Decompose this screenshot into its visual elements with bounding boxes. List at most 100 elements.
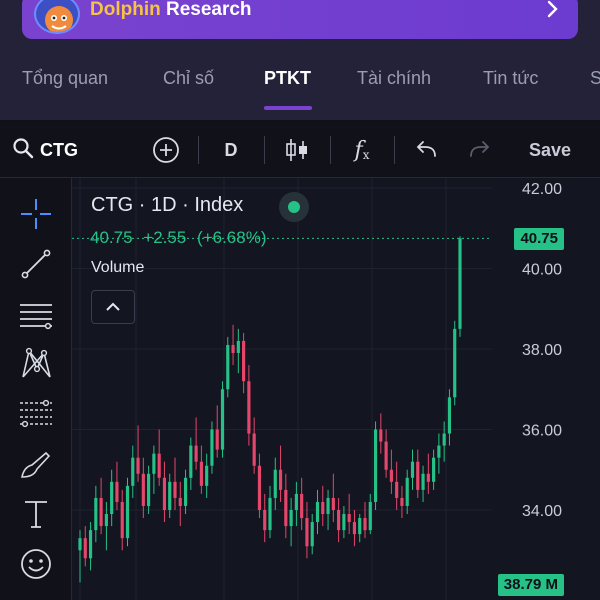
candle-body (363, 518, 367, 531)
legend-last: 40.75 (90, 228, 133, 247)
candle-body (368, 501, 372, 531)
candle-body (257, 465, 262, 510)
candle-body (78, 538, 82, 551)
candlestick-chart[interactable]: 42.00 40.00 38.00 36.00 34.00 (72, 178, 600, 600)
candle-body (352, 522, 357, 535)
horizontal-lines-icon[interactable] (14, 294, 58, 334)
candle-body (157, 453, 161, 478)
candle-body (305, 518, 309, 547)
candle-body (199, 461, 203, 486)
candle-body (284, 489, 288, 527)
candle-body (379, 429, 383, 442)
undo-icon[interactable] (410, 122, 444, 178)
candle-body (242, 340, 246, 382)
volume-label: Volume (91, 259, 145, 276)
toolbar-separator (330, 136, 331, 164)
active-tab-indicator (264, 106, 312, 110)
interval-button[interactable]: D (224, 139, 238, 160)
symbol-search-button[interactable]: CTG (12, 122, 84, 178)
text-icon[interactable] (14, 494, 58, 534)
volume-tag: 38.79 M (497, 574, 564, 596)
tab-bar: Tổng quan Chỉ số PTKT Tài chính Tin tức … (0, 60, 600, 120)
candle-body (331, 497, 335, 510)
price-axis-tick: 34.00 (522, 503, 562, 520)
candle-body (252, 433, 256, 466)
candle-body (247, 381, 251, 434)
candle-body (136, 457, 140, 474)
candle-body (342, 514, 346, 531)
redo-icon[interactable] (462, 122, 496, 178)
save-button[interactable]: Save (528, 139, 572, 160)
tab-tin-tuc[interactable]: Tin tức (483, 68, 539, 88)
candle-body (300, 493, 304, 519)
candle-body (131, 457, 135, 486)
tab-ptkt[interactable]: PTKT (264, 68, 311, 88)
candle-body (220, 389, 225, 450)
candle-body (358, 518, 362, 535)
candle-body (147, 473, 151, 506)
banner-title: Dolphin Research (90, 0, 252, 21)
candle-body (310, 522, 314, 547)
dolphin-avatar (34, 0, 80, 34)
candle-body (183, 477, 188, 506)
tab-tong-quan[interactable]: Tổng quan (22, 68, 109, 88)
chart-pane[interactable]: 42.00 40.00 38.00 36.00 34.00 (72, 178, 600, 600)
pattern-icon[interactable] (14, 344, 58, 384)
candle-body (226, 344, 230, 390)
fib-icon[interactable] (14, 394, 58, 434)
candle-body (273, 469, 277, 498)
chevron-right-icon[interactable] (546, 0, 560, 26)
symbol-label: CTG (40, 139, 78, 160)
legend-change-pct: (+6.68%) (197, 228, 267, 247)
toolbar-separator (264, 136, 265, 164)
add-symbol-icon[interactable] (148, 122, 184, 178)
candle-body (278, 469, 283, 490)
candle-body (231, 344, 235, 354)
research-banner[interactable]: Dolphin Research (22, 0, 578, 39)
trend-line-icon[interactable] (14, 244, 58, 284)
search-icon (12, 137, 34, 164)
candle-body (405, 477, 409, 506)
candles-icon[interactable] (280, 122, 314, 178)
price-axis-tick: 40.00 (522, 262, 562, 279)
tab-more[interactable]: S (590, 68, 600, 88)
candle-body (453, 328, 457, 398)
tab-tai-chinh[interactable]: Tài chính (357, 68, 432, 88)
legend-title: CTG · 1D · Index (91, 194, 244, 216)
brand-part1: Dolphin (90, 0, 161, 20)
candle-body (421, 473, 425, 490)
brush-icon[interactable] (14, 444, 58, 484)
candle-body (442, 433, 446, 446)
candle-body (326, 497, 330, 515)
emoji-icon[interactable] (14, 544, 58, 584)
brand-part2: Research (160, 0, 252, 20)
market-status-icon[interactable] (279, 192, 309, 222)
app-header: Dolphin Research Tổng quan Chỉ số PTKT T… (0, 0, 600, 120)
candle-body (110, 481, 114, 515)
candle-body (162, 477, 167, 510)
candle-body (410, 461, 415, 478)
candle-body (205, 465, 209, 486)
collapse-legend-button[interactable] (91, 290, 135, 324)
candle-body (337, 510, 341, 531)
candle-body (88, 530, 93, 559)
tab-chi-so[interactable]: Chỉ số (163, 68, 215, 88)
candle-body (416, 461, 420, 490)
candle-body (152, 453, 156, 474)
legend-change: +2.55 (143, 228, 187, 247)
candle-body (437, 445, 441, 458)
candle-body (263, 510, 267, 531)
toolbar-separator (394, 136, 395, 164)
candle-body (294, 493, 298, 510)
candle-body (173, 481, 177, 498)
candle-body (347, 514, 351, 523)
price-axis-tick: 36.00 (522, 423, 562, 440)
price-axis-tick: 42.00 (522, 181, 562, 198)
last-price-tag: 40.75 (514, 228, 564, 250)
candle-body (215, 429, 219, 450)
candle-body (315, 501, 320, 523)
candle-body (210, 429, 214, 466)
crosshair-icon[interactable] (14, 194, 58, 234)
